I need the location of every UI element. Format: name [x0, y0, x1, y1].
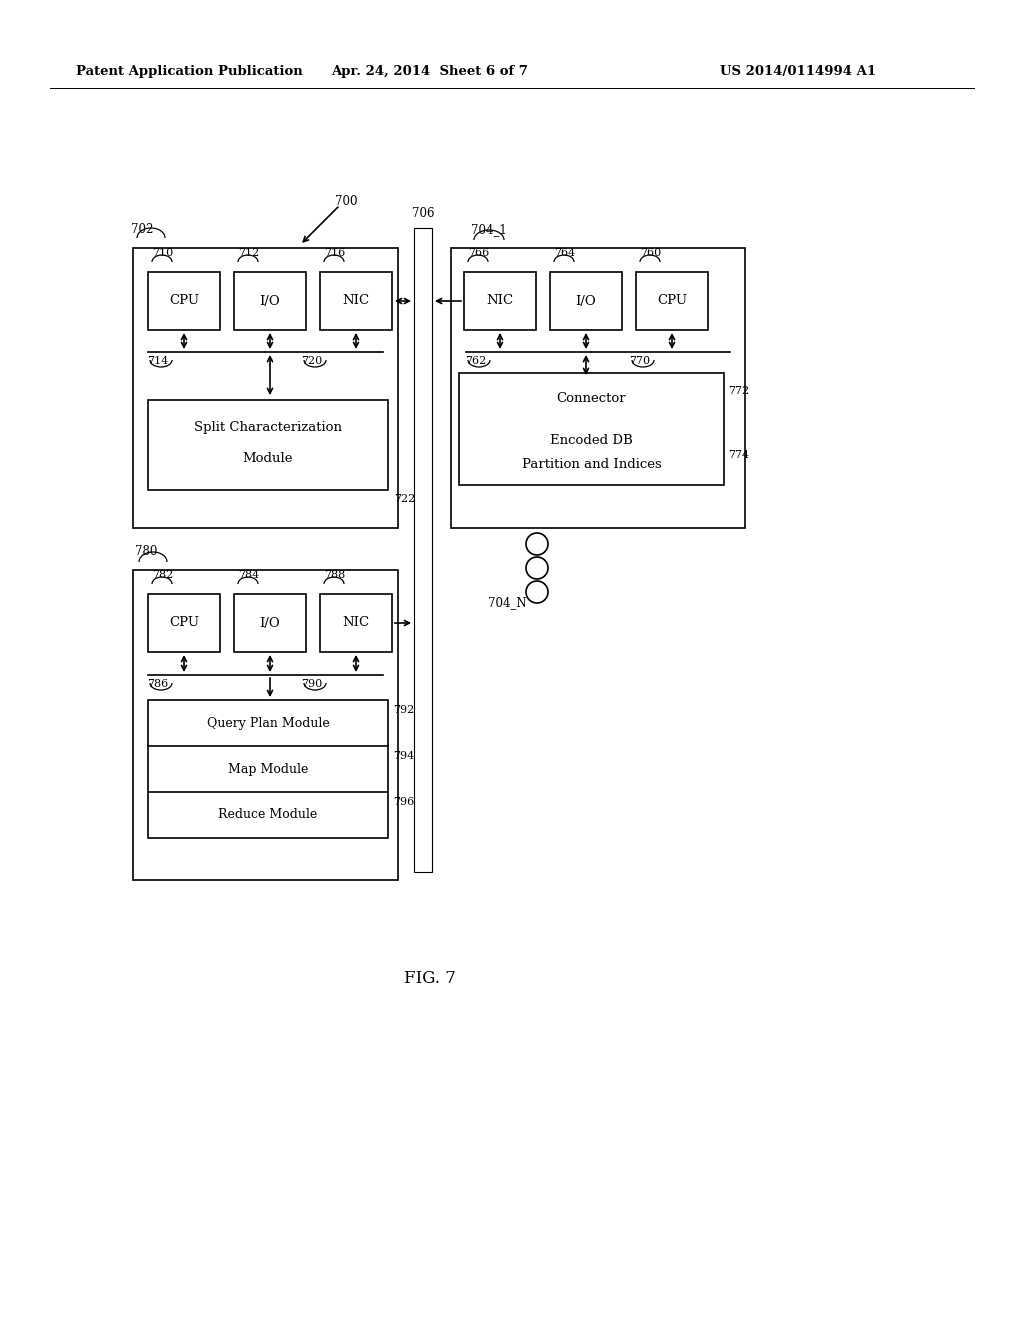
Text: 720: 720	[301, 356, 323, 366]
Text: Map Module: Map Module	[227, 763, 308, 776]
Text: 762: 762	[465, 356, 486, 366]
Text: CPU: CPU	[657, 294, 687, 308]
Bar	[459, 374, 724, 484]
Bar	[464, 272, 536, 330]
Text: 794: 794	[393, 751, 415, 762]
Text: Apr. 24, 2014  Sheet 6 of 7: Apr. 24, 2014 Sheet 6 of 7	[332, 66, 528, 78]
Text: 774: 774	[728, 450, 750, 459]
Text: 784: 784	[238, 570, 259, 579]
Text: Reduce Module: Reduce Module	[218, 808, 317, 821]
Bar	[550, 272, 622, 330]
Text: 704_1: 704_1	[471, 223, 507, 236]
Text: CPU: CPU	[169, 294, 199, 308]
Text: 764: 764	[554, 248, 575, 257]
Text: 704_N: 704_N	[488, 597, 527, 609]
Text: 712: 712	[238, 248, 259, 257]
Bar	[636, 272, 708, 330]
Text: Patent Application Publication: Patent Application Publication	[76, 66, 303, 78]
Text: 792: 792	[393, 705, 415, 715]
Bar	[148, 272, 220, 330]
Bar	[148, 594, 220, 652]
Text: 706: 706	[412, 207, 434, 220]
Text: I/O: I/O	[260, 616, 281, 630]
Text: 716: 716	[324, 248, 345, 257]
Bar	[451, 248, 745, 528]
Text: 710: 710	[152, 248, 173, 257]
Text: Connector: Connector	[557, 392, 627, 405]
Text: 770: 770	[629, 356, 650, 366]
Text: Encoded DB: Encoded DB	[550, 433, 633, 446]
Text: NIC: NIC	[342, 294, 370, 308]
Text: 714: 714	[147, 356, 168, 366]
Text: I/O: I/O	[260, 294, 281, 308]
Text: CPU: CPU	[169, 616, 199, 630]
Bar	[319, 272, 392, 330]
Text: NIC: NIC	[486, 294, 514, 308]
Text: 760: 760	[640, 248, 662, 257]
Text: US 2014/0114994 A1: US 2014/0114994 A1	[720, 66, 877, 78]
Text: I/O: I/O	[575, 294, 596, 308]
Text: Module: Module	[243, 451, 293, 465]
Text: FIG. 7: FIG. 7	[404, 970, 456, 987]
Text: 786: 786	[147, 678, 168, 689]
Bar	[133, 570, 398, 880]
Text: 782: 782	[152, 570, 173, 579]
Text: 796: 796	[393, 797, 415, 807]
Text: NIC: NIC	[342, 616, 370, 630]
Text: 790: 790	[301, 678, 323, 689]
Bar	[319, 594, 392, 652]
Text: 722: 722	[394, 494, 416, 504]
Text: 772: 772	[728, 385, 750, 396]
Bar	[464, 420, 719, 480]
Text: Partition and Indices: Partition and Indices	[521, 458, 662, 470]
Text: 788: 788	[324, 570, 345, 579]
Text: 780: 780	[135, 545, 158, 558]
Text: Split Characterization: Split Characterization	[194, 421, 342, 434]
Text: 702: 702	[131, 223, 154, 236]
Bar	[414, 228, 432, 873]
Bar	[148, 700, 388, 838]
Bar	[133, 248, 398, 528]
Bar	[148, 400, 388, 490]
Bar	[234, 594, 306, 652]
Bar	[234, 272, 306, 330]
Text: Query Plan Module: Query Plan Module	[207, 717, 330, 730]
Text: 766: 766	[468, 248, 489, 257]
Bar	[464, 378, 719, 420]
Text: 700: 700	[335, 195, 357, 209]
